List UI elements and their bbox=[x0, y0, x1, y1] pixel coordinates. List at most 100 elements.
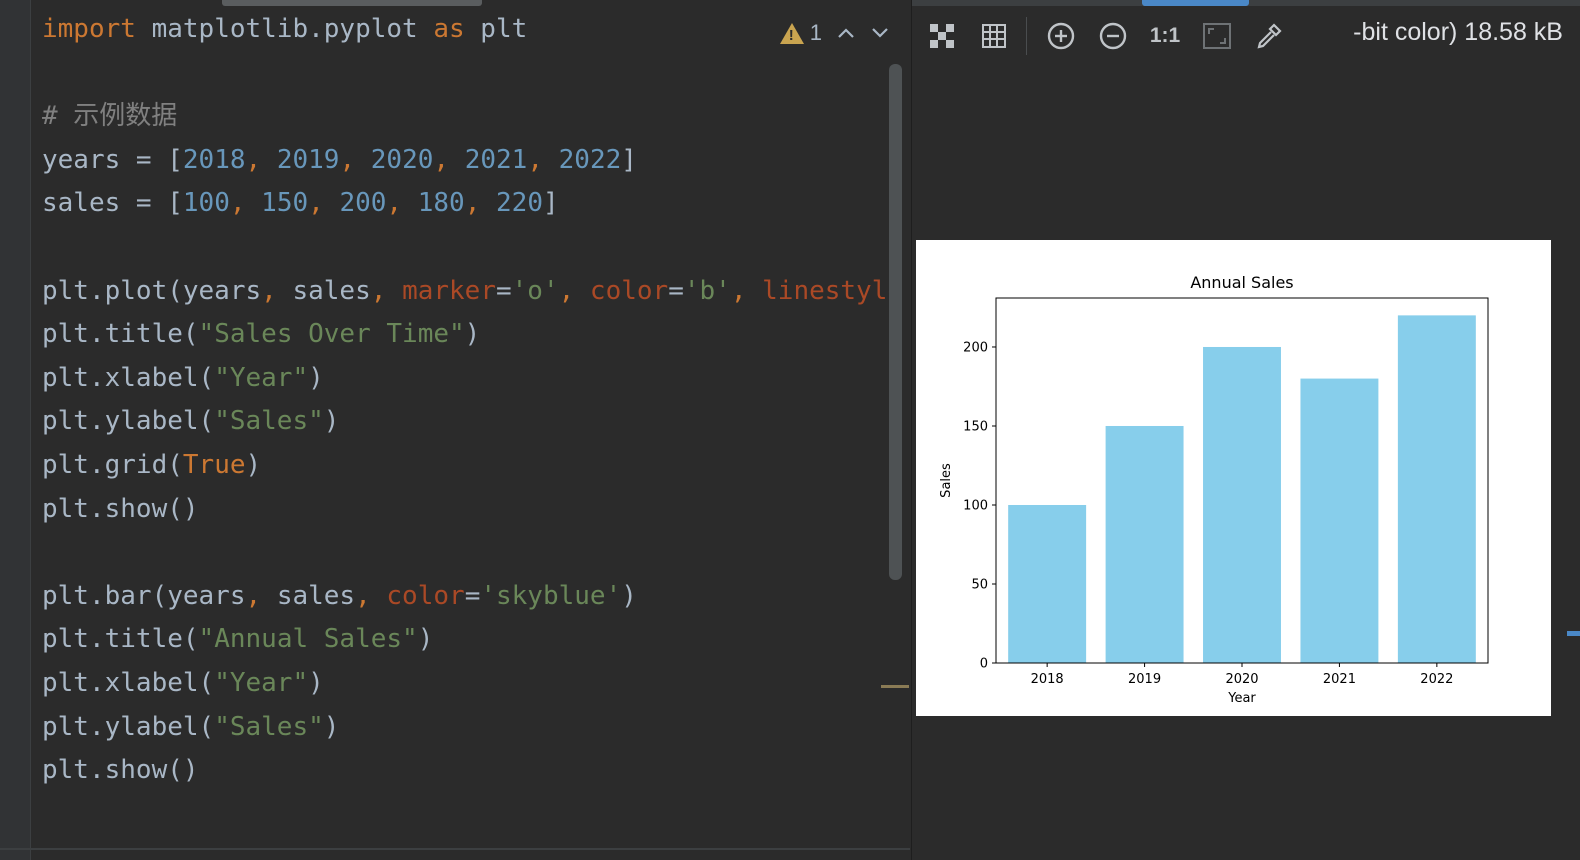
code-token: , bbox=[558, 275, 590, 306]
code-token: import bbox=[42, 14, 136, 44]
code-token: "Sales" bbox=[214, 711, 324, 742]
zoom-out-icon bbox=[1099, 22, 1127, 50]
color-picker-button[interactable] bbox=[1251, 18, 1287, 54]
image-info-text: -bit color) 18.58 kB bbox=[1353, 18, 1563, 46]
fit-window-button[interactable] bbox=[1199, 18, 1235, 54]
zoom-out-button[interactable] bbox=[1095, 18, 1131, 54]
code-token: color bbox=[386, 580, 465, 611]
code-line[interactable]: plt.bar(years, sales, color='skyblue') bbox=[42, 575, 903, 619]
code-token: 220 bbox=[496, 188, 543, 219]
scrollbar-warning-marker[interactable] bbox=[881, 685, 909, 688]
vertical-scrollbar[interactable] bbox=[889, 64, 902, 580]
bar-2019 bbox=[1105, 425, 1184, 663]
code-token: ) bbox=[417, 624, 434, 655]
code-line[interactable] bbox=[42, 531, 903, 575]
bar-2022 bbox=[1397, 315, 1476, 663]
code-line[interactable]: import matplotlib.pyplot as plt bbox=[42, 8, 903, 52]
code-line[interactable]: plt.xlabel("Year") bbox=[42, 662, 903, 706]
code-line[interactable]: plt.show() bbox=[42, 749, 903, 793]
fit-window-icon bbox=[1203, 23, 1231, 49]
chart-image: 2018 2019 2020 2021 2022 0 50 100 150 200 Annual S… bbox=[916, 240, 1551, 716]
y-axis-label: Sales bbox=[939, 463, 954, 498]
code-token: plt bbox=[464, 14, 528, 44]
code-token: , bbox=[245, 144, 277, 175]
code-line[interactable]: plt.title("Sales Over Time") bbox=[42, 313, 903, 357]
code-token: marker bbox=[402, 275, 496, 306]
code-line[interactable]: plt.grid(True) bbox=[42, 444, 903, 488]
code-token: = bbox=[668, 275, 684, 306]
y-tick-label: 50 bbox=[971, 577, 988, 592]
code-token: sales bbox=[276, 580, 356, 611]
code-token: plt.show() bbox=[42, 755, 199, 786]
code-token: 150 bbox=[261, 188, 309, 219]
code-token: plt.title( bbox=[42, 319, 199, 350]
inspection-widget[interactable]: 1 bbox=[779, 20, 890, 46]
bar-2018 bbox=[1008, 504, 1087, 663]
code-line[interactable]: plt.ylabel("Sales") bbox=[42, 706, 903, 750]
actual-size-icon: 1:1 bbox=[1149, 24, 1181, 47]
code-line[interactable] bbox=[42, 52, 903, 96]
x-tick-label: 2019 bbox=[1128, 672, 1161, 687]
code-line[interactable]: plt.title("Annual Sales") bbox=[42, 618, 903, 662]
code-token: plt.title( bbox=[42, 624, 199, 655]
code-token: "Year" bbox=[214, 667, 309, 698]
code-token: ) bbox=[323, 711, 340, 742]
y-tick-label: 200 bbox=[963, 340, 988, 355]
actual-size-button[interactable]: 1:1 bbox=[1147, 18, 1183, 54]
code-token: plt.plot(years bbox=[42, 275, 262, 306]
code-token: plt.bar(years bbox=[42, 580, 246, 611]
viewer-scrollbar[interactable] bbox=[1142, 0, 1249, 6]
plot-frame bbox=[995, 297, 1489, 664]
code-line[interactable] bbox=[42, 226, 903, 270]
horizontal-scrollbar[interactable] bbox=[222, 0, 482, 6]
viewer-side-marker bbox=[1567, 631, 1580, 636]
code-token: ) bbox=[245, 449, 262, 480]
code-token: sales = [ bbox=[42, 188, 183, 219]
code-editor[interactable]: import matplotlib.pyplot as plt # 示例数据 ye… bbox=[0, 0, 910, 860]
code-token: 'o' bbox=[511, 275, 559, 306]
bar-2020 bbox=[1203, 346, 1281, 663]
zoom-in-icon bbox=[1047, 22, 1075, 50]
code-line[interactable]: years = [2018, 2019, 2020, 2021, 2022] bbox=[42, 139, 903, 183]
code-token: , bbox=[464, 188, 497, 219]
next-highlight-icon[interactable] bbox=[870, 22, 890, 44]
code-token: linestyle bbox=[762, 275, 904, 306]
code-token: plt.xlabel( bbox=[42, 362, 215, 393]
code-line[interactable]: plt.ylabel("Sales") bbox=[42, 400, 903, 444]
code-token: , bbox=[386, 188, 418, 219]
bar-2021 bbox=[1300, 378, 1379, 663]
y-tick-label: 0 bbox=[980, 657, 988, 672]
code-token: , bbox=[527, 144, 559, 175]
code-token: 2021 bbox=[464, 144, 528, 175]
code-token: "Year" bbox=[214, 362, 309, 393]
code-token: "Sales" bbox=[214, 406, 324, 437]
code-area[interactable]: import matplotlib.pyplot as plt # 示例数据 ye… bbox=[42, 8, 903, 793]
code-token: ) bbox=[621, 580, 637, 611]
code-token: ] bbox=[621, 144, 637, 175]
x-tick-label: 2020 bbox=[1225, 672, 1258, 687]
code-token: "Sales Over Time" bbox=[198, 319, 465, 350]
code-token: , bbox=[261, 275, 293, 306]
editor-bottom-border bbox=[0, 848, 910, 850]
code-line[interactable]: # 示例数据 bbox=[42, 95, 903, 139]
grid-toggle-button[interactable] bbox=[976, 18, 1012, 54]
fit-zoom-button[interactable] bbox=[924, 18, 960, 54]
code-token: 2018 bbox=[182, 144, 246, 175]
zoom-in-button[interactable] bbox=[1043, 18, 1079, 54]
image-viewer: 1:1 -bit color) 18.58 kB 2018 2019 2020 202… bbox=[911, 0, 1580, 860]
code-token: 'b' bbox=[683, 275, 731, 306]
previous-highlight-icon[interactable] bbox=[836, 22, 856, 44]
code-line[interactable]: plt.plot(years, sales, marker='o', color… bbox=[42, 270, 903, 314]
code-line[interactable]: plt.xlabel("Year") bbox=[42, 357, 903, 401]
fit-zoom-icon bbox=[930, 24, 954, 48]
code-token: , bbox=[308, 188, 340, 219]
code-token: , bbox=[355, 580, 387, 611]
grid-icon bbox=[982, 24, 1006, 48]
code-line[interactable]: sales = [100, 150, 200, 180, 220] bbox=[42, 182, 903, 226]
code-token: , bbox=[245, 580, 277, 611]
code-token: 2022 bbox=[558, 144, 622, 175]
x-axis-label: Year bbox=[1227, 691, 1256, 706]
code-token: ) bbox=[464, 319, 481, 350]
y-tick-label: 150 bbox=[963, 419, 988, 434]
code-line[interactable]: plt.show() bbox=[42, 488, 903, 532]
